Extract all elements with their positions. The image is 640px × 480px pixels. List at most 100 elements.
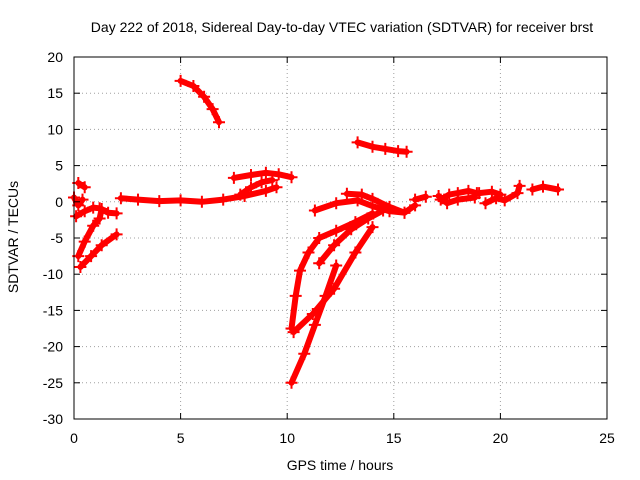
- data-point-marker: [259, 184, 272, 197]
- data-point-marker: [270, 181, 283, 194]
- data-point-marker: [195, 195, 208, 208]
- data-point-marker: [526, 183, 539, 196]
- data-point-marker: [511, 187, 524, 200]
- data-point-marker: [308, 318, 321, 331]
- y-tick-label: -10: [43, 266, 63, 282]
- data-point-marker: [362, 212, 375, 225]
- data-point-marker: [443, 188, 456, 201]
- x-tick-label: 10: [279, 430, 295, 446]
- data-point-marker: [485, 185, 498, 198]
- data-point-marker: [432, 190, 445, 202]
- y-tick-label: -15: [43, 302, 63, 318]
- data-series-line: [435, 193, 478, 207]
- data-point-marker: [473, 187, 486, 200]
- data-point-marker: [330, 197, 343, 210]
- data-series-arc-22: [526, 180, 564, 196]
- data-point-marker: [78, 235, 91, 248]
- data-point-marker: [255, 176, 268, 189]
- data-point-marker: [366, 140, 379, 153]
- data-point-marker: [294, 264, 306, 277]
- data-series-arc-6: [114, 181, 283, 208]
- data-series-arc-13: [313, 204, 390, 270]
- data-point-marker: [206, 103, 219, 116]
- data-point-marker: [400, 145, 413, 158]
- data-point-marker: [330, 259, 343, 272]
- data-point-marker: [398, 206, 411, 219]
- data-point-marker: [259, 166, 272, 179]
- data-point-marker: [85, 250, 98, 263]
- data-point-marker: [272, 168, 285, 181]
- data-series-line: [237, 177, 276, 198]
- data-series-arc-3: [70, 201, 123, 223]
- data-point-marker: [174, 74, 187, 87]
- x-tick-label: 5: [177, 430, 185, 446]
- data-point-marker: [451, 193, 464, 206]
- data-point-marker: [234, 188, 247, 201]
- data-point-marker: [328, 239, 341, 252]
- data-point-marker: [285, 171, 298, 184]
- data-point-marker: [70, 210, 83, 223]
- data-point-marker: [498, 194, 511, 207]
- data-series-arc-21: [479, 179, 526, 210]
- data-point-marker: [409, 193, 422, 206]
- data-point-marker: [213, 116, 225, 129]
- data-point-marker: [93, 212, 106, 225]
- data-series-arc-16: [351, 136, 413, 158]
- plot-area: [68, 74, 564, 389]
- data-series-arc-19: [432, 190, 481, 210]
- data-point-marker: [513, 179, 526, 192]
- data-point-marker: [78, 181, 91, 194]
- data-point-marker: [110, 228, 123, 241]
- data-series-arc-1: [72, 177, 91, 194]
- data-series-arc-5: [74, 228, 123, 273]
- data-point-marker: [198, 90, 211, 103]
- y-axis-label: SDTVAR / TECUs: [5, 181, 21, 293]
- x-tick-label: 25: [599, 430, 615, 446]
- data-point-marker: [114, 192, 127, 205]
- data-point-marker: [302, 246, 315, 259]
- data-series-arc-10: [285, 259, 343, 389]
- data-point-marker: [87, 219, 100, 232]
- data-point-marker: [479, 197, 492, 210]
- data-point-marker: [95, 203, 108, 215]
- data-point-marker: [289, 289, 302, 302]
- data-series-arc-4: [72, 203, 108, 263]
- data-point-marker: [227, 171, 240, 184]
- data-point-marker: [340, 187, 353, 200]
- data-point-marker: [174, 194, 187, 207]
- axes: 0 5 10 15 20 25 -30 -25 -20 -15 -10 -5 0 5 10 15 20: [43, 49, 615, 446]
- data-series-arc-20: [473, 185, 507, 201]
- data-series-line: [177, 77, 222, 126]
- x-tick-label: 15: [386, 430, 402, 446]
- data-point-marker: [349, 246, 362, 259]
- data-point-marker: [379, 142, 392, 155]
- chart-title: Day 222 of 2018, Sidereal Day-to-day VTE…: [91, 19, 593, 35]
- data-point-marker: [78, 205, 91, 218]
- data-series-line: [77, 231, 120, 270]
- data-series-arc-17: [409, 190, 432, 206]
- data-point-marker: [355, 188, 368, 201]
- data-point-marker: [74, 261, 87, 273]
- x-axis-label: GPS time / hours: [287, 457, 394, 473]
- data-series-arc-7: [174, 74, 225, 129]
- data-point-marker: [110, 207, 123, 220]
- data-point-marker: [328, 282, 341, 295]
- data-point-marker: [306, 308, 319, 320]
- data-point-marker: [351, 136, 364, 149]
- data-point-marker: [132, 193, 144, 206]
- y-tick-label: 5: [55, 158, 63, 174]
- data-point-marker: [285, 322, 298, 335]
- data-point-marker: [313, 232, 326, 244]
- x-tick-label: 20: [493, 430, 509, 446]
- data-point-marker: [266, 174, 279, 187]
- data-point-marker: [308, 204, 321, 217]
- data-point-marker: [366, 221, 379, 234]
- data-point-marker: [245, 181, 257, 194]
- data-point-marker: [366, 192, 379, 205]
- data-point-marker: [153, 195, 166, 208]
- data-point-marker: [537, 180, 549, 193]
- y-tick-label: -20: [43, 339, 63, 355]
- data-point-marker: [552, 183, 564, 196]
- data-point-marker: [383, 200, 396, 213]
